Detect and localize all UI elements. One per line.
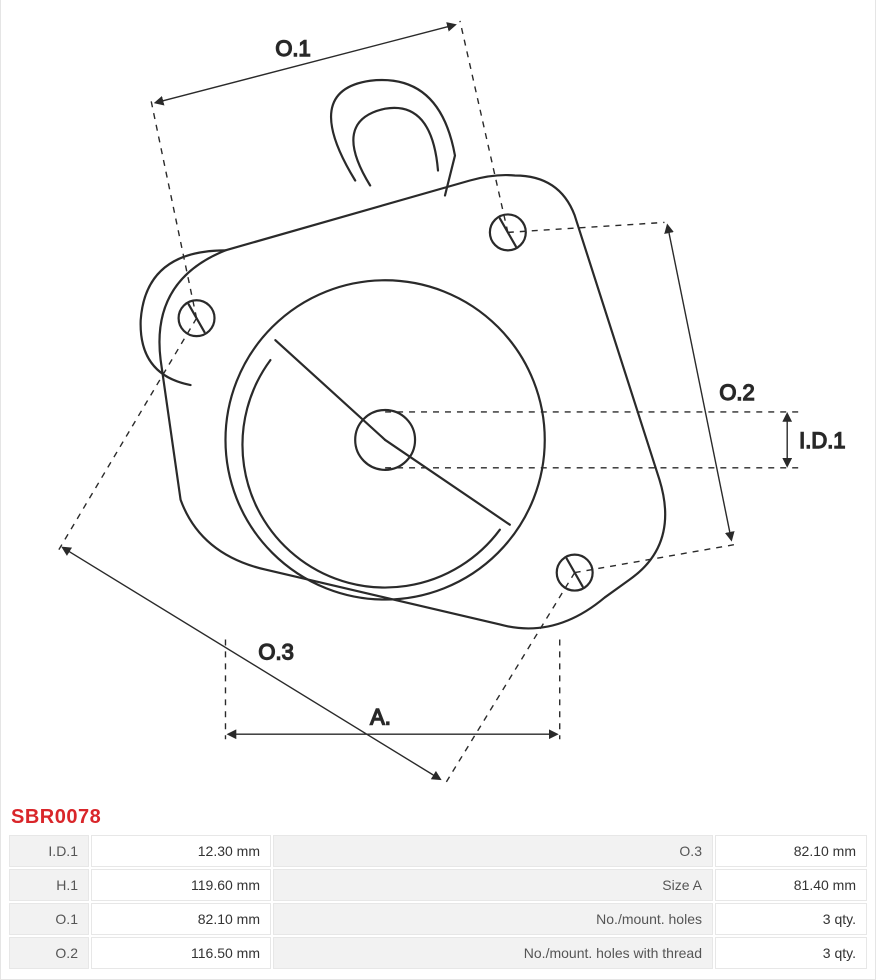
spec-value: 82.10 mm bbox=[715, 835, 867, 867]
page-container: O.1 O.2 O.3 A. I.D.1 bbox=[0, 0, 876, 980]
spec-table: I.D.112.30 mmO.382.10 mmH.1119.60 mmSize… bbox=[7, 833, 869, 971]
spec-value: 12.30 mm bbox=[91, 835, 271, 867]
technical-drawing: O.1 O.2 O.3 A. I.D.1 bbox=[1, 0, 875, 800]
spec-label: No./mount. holes with thread bbox=[273, 937, 713, 969]
dim-label-id1: I.D.1 bbox=[799, 428, 845, 453]
drawing-svg: O.1 O.2 O.3 A. I.D.1 bbox=[1, 0, 875, 800]
dim-label-o1: O.1 bbox=[275, 36, 310, 61]
spec-value: 119.60 mm bbox=[91, 869, 271, 901]
table-row: H.1119.60 mmSize A81.40 mm bbox=[9, 869, 867, 901]
table-row: O.2116.50 mmNo./mount. holes with thread… bbox=[9, 937, 867, 969]
spec-value: 82.10 mm bbox=[91, 903, 271, 935]
spec-value: 3 qty. bbox=[715, 937, 867, 969]
spec-value: 116.50 mm bbox=[91, 937, 271, 969]
table-row: I.D.112.30 mmO.382.10 mm bbox=[9, 835, 867, 867]
dim-label-o2: O.2 bbox=[719, 380, 754, 405]
table-row: O.182.10 mmNo./mount. holes3 qty. bbox=[9, 903, 867, 935]
spec-label: No./mount. holes bbox=[273, 903, 713, 935]
part-number: SBR0078 bbox=[1, 800, 875, 833]
spec-label: O.3 bbox=[273, 835, 713, 867]
spec-label: H.1 bbox=[9, 869, 89, 901]
spec-label: I.D.1 bbox=[9, 835, 89, 867]
spec-label: O.1 bbox=[9, 903, 89, 935]
spec-label: Size A bbox=[273, 869, 713, 901]
dim-label-a: A. bbox=[370, 704, 391, 729]
spec-value: 3 qty. bbox=[715, 903, 867, 935]
spec-value: 81.40 mm bbox=[715, 869, 867, 901]
spec-label: O.2 bbox=[9, 937, 89, 969]
dim-label-o3: O.3 bbox=[258, 639, 293, 664]
